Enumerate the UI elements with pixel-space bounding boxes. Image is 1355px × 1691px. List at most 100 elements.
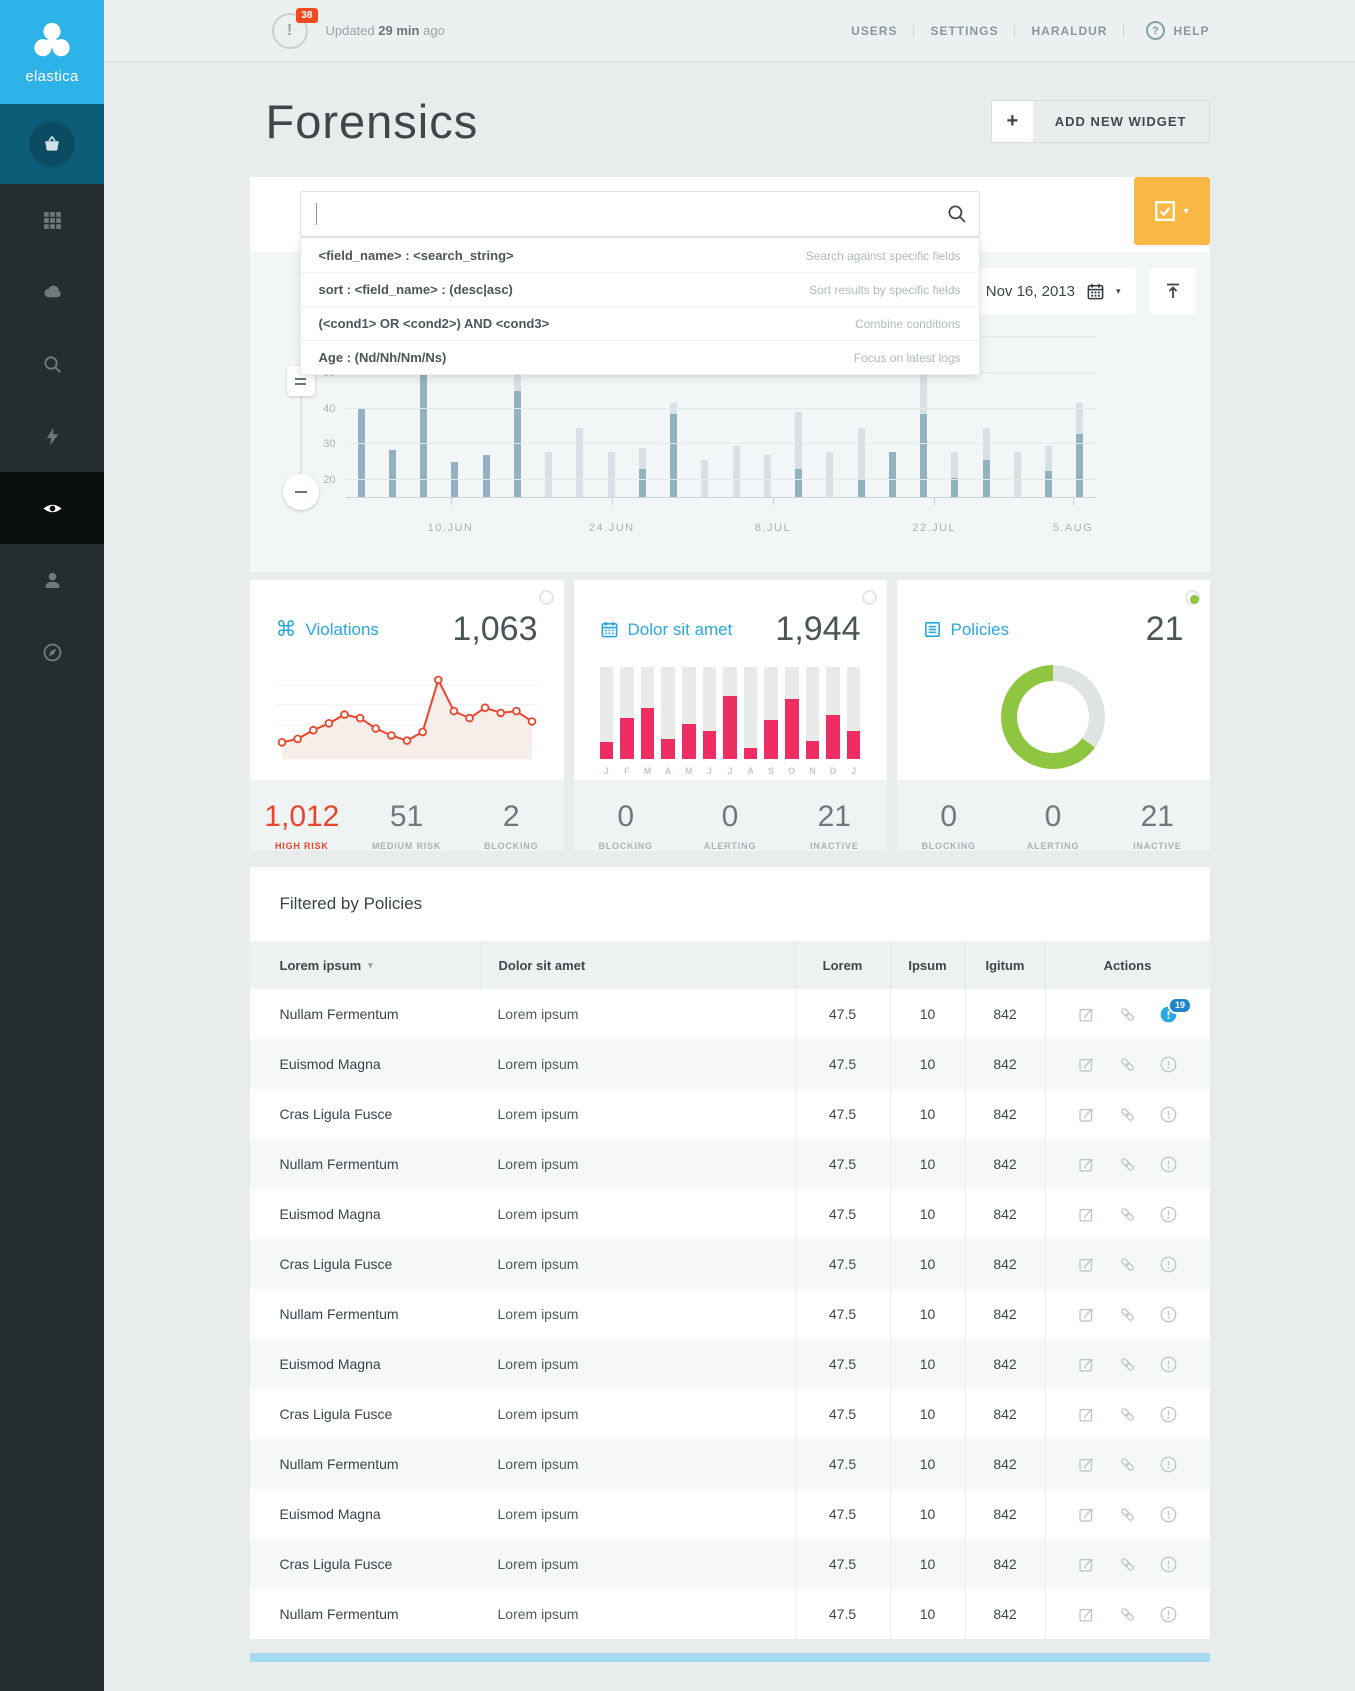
- edit-icon[interactable]: [1077, 1205, 1096, 1224]
- sidebar-item-compass[interactable]: [0, 616, 104, 688]
- column-header-ipsum[interactable]: Ipsum: [889, 941, 965, 989]
- sidebar-item-search[interactable]: [0, 328, 104, 400]
- timeline-bar[interactable]: [1076, 403, 1084, 498]
- sidebar-item-bolt[interactable]: [0, 400, 104, 472]
- alert-icon[interactable]: [1159, 1405, 1178, 1424]
- month-bar[interactable]: [764, 667, 778, 759]
- alert-icon[interactable]: [1159, 1505, 1178, 1524]
- column-header-lorem-ipsum[interactable]: Lorem ipsum ▾: [279, 957, 373, 973]
- timeline-bar[interactable]: [795, 412, 803, 498]
- widget-radio-selected[interactable]: [1184, 590, 1200, 605]
- sidebar-item-cloud[interactable]: [0, 256, 104, 328]
- link-icon[interactable]: [1118, 1155, 1137, 1174]
- nav-users[interactable]: USERS: [835, 23, 915, 38]
- table-row[interactable]: Nullam Fermentum Lorem ipsum 47.5 10 842: [249, 1139, 1210, 1189]
- timeline-bar[interactable]: [451, 462, 459, 498]
- column-header-dolor-sit-amet[interactable]: Dolor sit amet: [479, 941, 795, 989]
- link-icon[interactable]: [1118, 1055, 1137, 1074]
- link-icon[interactable]: [1118, 1555, 1137, 1574]
- timeline-bar[interactable]: [607, 452, 615, 498]
- table-row[interactable]: Euismod Magna Lorem ipsum 47.5 10 842: [249, 1339, 1210, 1389]
- link-icon[interactable]: [1118, 1305, 1137, 1324]
- timeline-bar[interactable]: [545, 452, 553, 498]
- edit-icon[interactable]: [1077, 1055, 1096, 1074]
- alert-icon[interactable]: [1159, 1305, 1178, 1324]
- table-row[interactable]: Nullam Fermentum Lorem ipsum 47.5 10 842: [249, 1439, 1210, 1489]
- alert-icon[interactable]: [1159, 1455, 1178, 1474]
- edit-icon[interactable]: [1077, 1305, 1096, 1324]
- widget-title[interactable]: Dolor sit amet: [627, 619, 733, 639]
- table-row[interactable]: Nullam Fermentum Lorem ipsum 47.5 10 842…: [249, 989, 1210, 1039]
- timeline-bar[interactable]: [888, 452, 896, 498]
- table-row[interactable]: Cras Ligula Fusce Lorem ipsum 47.5 10 84…: [249, 1089, 1210, 1139]
- alert-icon[interactable]: [1159, 1355, 1178, 1374]
- edit-icon[interactable]: [1077, 1155, 1096, 1174]
- sidebar-item-apps[interactable]: [0, 184, 104, 256]
- timeline-bar[interactable]: [670, 403, 678, 498]
- link-icon[interactable]: [1118, 1255, 1137, 1274]
- timeline-bar[interactable]: [513, 344, 521, 498]
- widget-title[interactable]: Violations: [305, 619, 379, 639]
- month-bar[interactable]: [805, 667, 820, 759]
- timeline-bar[interactable]: [388, 450, 396, 498]
- month-bar[interactable]: [620, 667, 634, 759]
- alert-icon[interactable]: 19: [1159, 996, 1192, 1024]
- table-row[interactable]: Euismod Magna Lorem ipsum 47.5 10 842: [249, 1489, 1210, 1539]
- table-row[interactable]: Nullam Fermentum Lorem ipsum 47.5 10 842: [249, 1589, 1210, 1639]
- month-bar[interactable]: [826, 667, 840, 759]
- suggestion-item[interactable]: Age : (Nd/Nh/Nm/Ns) Focus on latest logs: [300, 340, 979, 374]
- date-picker[interactable]: Nov 16, 2013 ▾: [970, 268, 1136, 314]
- timeline-bar[interactable]: [576, 428, 584, 498]
- sidebar-item-eye[interactable]: [0, 472, 104, 544]
- edit-icon[interactable]: [1077, 1455, 1096, 1474]
- timeline-bar[interactable]: [763, 455, 771, 498]
- edit-icon[interactable]: [1077, 1505, 1096, 1524]
- timeline-bar[interactable]: [1013, 452, 1021, 498]
- notification-icon[interactable]: ! 38: [271, 7, 318, 49]
- link-icon[interactable]: [1118, 1105, 1137, 1124]
- table-row[interactable]: Cras Ligula Fusce Lorem ipsum 47.5 10 84…: [249, 1239, 1210, 1289]
- timeline-bar[interactable]: [826, 452, 834, 498]
- month-bar[interactable]: [846, 667, 861, 759]
- help-button[interactable]: ? HELP: [1146, 21, 1209, 40]
- timeline-bar[interactable]: [638, 448, 646, 498]
- month-bar[interactable]: [784, 667, 799, 759]
- link-icon[interactable]: [1118, 1455, 1137, 1474]
- search-input[interactable]: [299, 191, 980, 237]
- widget-title[interactable]: Policies: [950, 619, 1010, 639]
- table-row[interactable]: Nullam Fermentum Lorem ipsum 47.5 10 842: [249, 1289, 1210, 1339]
- timeline-bar[interactable]: [420, 360, 428, 498]
- edit-icon[interactable]: [1077, 1005, 1096, 1024]
- month-bar[interactable]: [743, 667, 758, 759]
- timeline-bar[interactable]: [920, 344, 928, 498]
- edit-icon[interactable]: [1077, 1555, 1096, 1574]
- edit-icon[interactable]: [1077, 1255, 1096, 1274]
- edit-icon[interactable]: [1077, 1605, 1096, 1624]
- link-icon[interactable]: [1118, 1355, 1137, 1374]
- search-icon[interactable]: [946, 203, 968, 225]
- alert-icon[interactable]: [1159, 1255, 1178, 1274]
- widget-radio[interactable]: [861, 590, 877, 605]
- month-bar[interactable]: [640, 667, 655, 759]
- table-row[interactable]: Cras Ligula Fusce Lorem ipsum 47.5 10 84…: [249, 1539, 1210, 1589]
- column-header-igitum[interactable]: Igitum: [964, 941, 1045, 989]
- sidebar-item-basket[interactable]: [0, 104, 104, 184]
- month-bar[interactable]: [599, 667, 614, 759]
- alert-icon[interactable]: [1159, 1555, 1178, 1574]
- month-bar[interactable]: [723, 667, 737, 759]
- link-icon[interactable]: [1118, 1405, 1137, 1424]
- alert-icon[interactable]: [1159, 1605, 1178, 1624]
- timeline-bar[interactable]: [732, 446, 740, 498]
- table-row[interactable]: Euismod Magna Lorem ipsum 47.5 10 842: [249, 1039, 1210, 1089]
- link-icon[interactable]: [1118, 1005, 1137, 1024]
- alert-icon[interactable]: [1159, 1105, 1178, 1124]
- alert-icon[interactable]: [1159, 1055, 1178, 1074]
- zoom-out-button[interactable]: [282, 474, 319, 510]
- edit-icon[interactable]: [1077, 1355, 1096, 1374]
- scroll-top-button[interactable]: [1149, 268, 1196, 314]
- timeline-bar[interactable]: [482, 455, 490, 498]
- sidebar-item-user[interactable]: [0, 544, 104, 616]
- timeline-bar[interactable]: [1045, 446, 1053, 498]
- link-icon[interactable]: [1118, 1505, 1137, 1524]
- alert-icon[interactable]: [1159, 1155, 1178, 1174]
